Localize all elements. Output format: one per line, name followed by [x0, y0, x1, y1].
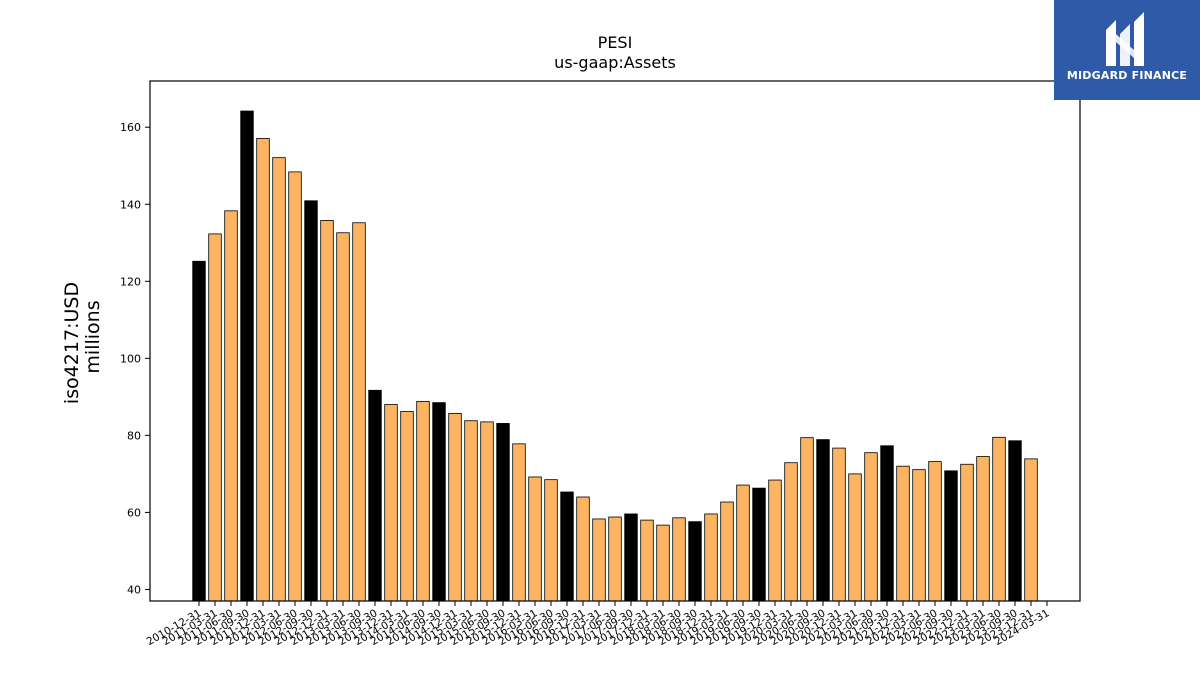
y-tick-label: 100 — [120, 352, 141, 365]
bars-group — [192, 110, 1038, 602]
y-tick-label: 80 — [127, 429, 141, 442]
bar-2011-03-31 — [208, 233, 222, 602]
bar-2023-03-31 — [976, 456, 990, 602]
bar-2013-06-30 — [352, 222, 366, 602]
y-tick-label: 60 — [127, 506, 141, 519]
bar-2017-03-31 — [592, 518, 606, 602]
bar-2016-03-31 — [528, 476, 542, 602]
bar-2021-06-30 — [864, 452, 878, 602]
bar-2018-09-30 — [688, 521, 702, 602]
bar-2015-06-30 — [480, 421, 494, 602]
bar-2012-03-31 — [272, 157, 286, 602]
bar-2017-09-30 — [624, 513, 638, 602]
bar-2023-09-30 — [1008, 440, 1022, 602]
bar-2019-06-30 — [736, 484, 750, 602]
y-axis-label-units: millions — [82, 300, 104, 373]
bar-2015-12-31 — [512, 443, 526, 602]
bar-2022-06-30 — [928, 461, 942, 602]
y-tick-label: 140 — [120, 198, 141, 211]
chart-subtitle: us-gaap:Assets — [554, 53, 676, 72]
bar-2010-12-31 — [192, 260, 206, 602]
bar-2015-03-31 — [464, 420, 478, 602]
bar-2018-12-31 — [704, 513, 718, 602]
bar-2022-09-30 — [944, 470, 958, 602]
bar-2013-03-31 — [336, 232, 350, 602]
bar-2021-03-31 — [848, 473, 862, 602]
y-axis-ticks: 40 60 80 100 120 140 160 — [120, 121, 150, 596]
bar-2013-09-30 — [368, 389, 382, 602]
bar-2011-06-30 — [224, 210, 238, 602]
plot-frame — [149, 80, 1081, 602]
bar-2015-09-30 — [496, 423, 510, 602]
bar-2014-09-30 — [432, 402, 446, 602]
y-axis-label: iso4217:USD — [61, 282, 83, 404]
bar-2020-12-31 — [832, 447, 846, 602]
y-tick-label: 160 — [120, 121, 141, 134]
bar-2012-09-30 — [304, 200, 318, 602]
bar-2012-06-30 — [288, 171, 302, 602]
y-tick-label: 120 — [120, 275, 141, 288]
midgard-logo-icon — [1106, 12, 1144, 66]
bar-2022-03-31 — [912, 469, 926, 602]
bar-2016-12-31 — [576, 496, 590, 602]
brand-name: MIDGARD FINANCE — [1066, 69, 1188, 82]
bar-2011-12-31 — [256, 137, 270, 602]
bar-2020-09-30 — [816, 439, 830, 602]
bar-2019-12-31 — [768, 479, 782, 602]
bar-2020-06-30 — [800, 437, 814, 602]
bar-2021-12-31 — [896, 465, 910, 602]
x-axis-ticks: 2010-12-312011-03-312011-06-302011-09-30… — [145, 601, 1052, 648]
bar-2018-06-30 — [672, 517, 686, 602]
bar-2014-06-30 — [416, 401, 430, 602]
bar-2019-09-30 — [752, 487, 766, 602]
bar-2014-03-31 — [400, 411, 414, 602]
bar-2021-09-30 — [880, 445, 894, 602]
bar-2018-03-31 — [656, 524, 670, 602]
chart-title: PESI — [598, 33, 633, 52]
bar-2019-03-31 — [720, 501, 734, 602]
bar-2013-12-31 — [384, 404, 398, 602]
bar-2023-12-31 — [1024, 458, 1038, 602]
bar-2017-12-31 — [640, 519, 654, 602]
bar-2022-12-31 — [960, 463, 974, 602]
bar-2014-12-31 — [448, 413, 462, 602]
brand-logo: MIDGARD FINANCE — [1054, 0, 1200, 100]
bar-2011-09-30 — [240, 110, 254, 602]
bar-2017-06-30 — [608, 516, 622, 602]
bar-2016-06-30 — [544, 479, 558, 602]
bar-2012-12-31 — [320, 220, 334, 602]
bar-2016-09-30 — [560, 491, 574, 602]
bar-2023-06-30 — [992, 436, 1006, 602]
bar-2020-03-31 — [784, 462, 798, 602]
y-tick-label: 40 — [127, 583, 141, 596]
